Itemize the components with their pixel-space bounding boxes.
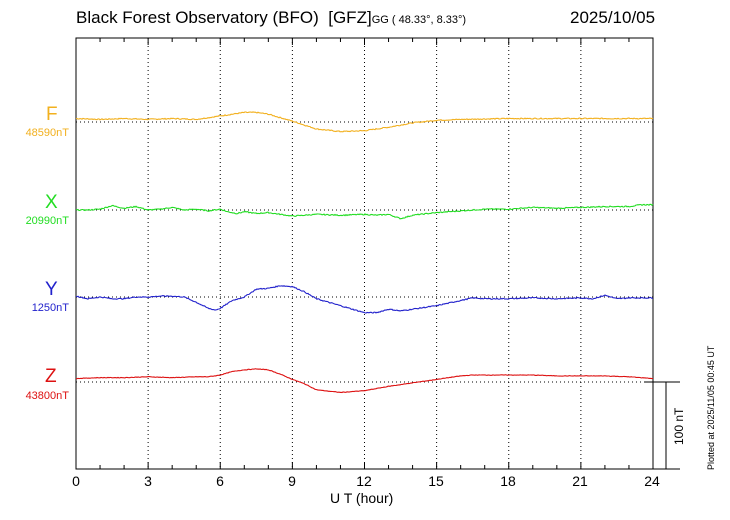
series-group (75, 111, 654, 394)
series-baseline-y: 1250nT (31, 302, 69, 314)
series-label-y: Y (45, 279, 58, 300)
series-line-f (76, 111, 654, 133)
series-baseline-f: 48590nT (25, 127, 69, 139)
x-tick-label: 24 (644, 473, 660, 489)
coords-label: GG ( 48.33°, 8.33°) (371, 14, 467, 26)
x-tick-label: 0 (72, 473, 80, 489)
header-observatory: Black Forest Observatory (BFO) [GFZ]GG (… (76, 8, 466, 28)
scale-bar (645, 381, 680, 470)
series-label-z: Z (45, 366, 57, 387)
series-line-z (76, 368, 654, 394)
grid (147, 38, 582, 469)
header-date: 2025/10/05 (570, 8, 656, 27)
x-tick-label: 21 (572, 473, 588, 489)
x-tick-label: 15 (428, 473, 444, 489)
series-label-f: F (46, 104, 58, 125)
x-axis-label: U T (hour) (330, 490, 394, 506)
baselines (76, 121, 653, 383)
x-tick-label: 6 (216, 473, 224, 489)
plotted-timestamp: Plotted at 2025/11/05 00:45 UT (706, 345, 716, 470)
x-tick-label: 9 (288, 473, 296, 489)
x-tick-label: 18 (500, 473, 516, 489)
series-line-x (76, 203, 654, 220)
x-tick-label: 3 (144, 473, 152, 489)
observatory-name: Black Forest Observatory (BFO) (76, 8, 319, 27)
x-ticks (75, 38, 654, 469)
scale-bar-label: 100 nT (672, 407, 686, 445)
institute-label: [GFZ] (328, 8, 372, 27)
series-label-x: X (45, 192, 58, 213)
series-line-y (75, 285, 654, 314)
x-tick-label: 12 (356, 473, 372, 489)
series-baseline-x: 20990nT (25, 215, 69, 227)
series-baseline-z: 43800nT (25, 390, 69, 402)
